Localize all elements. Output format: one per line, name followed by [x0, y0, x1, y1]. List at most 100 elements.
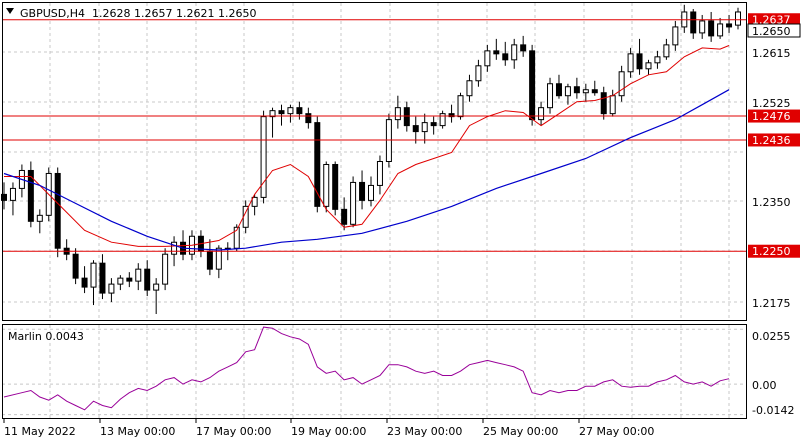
candle: [314, 116, 321, 213]
candle: [376, 155, 383, 195]
candle: [717, 17, 724, 39]
candle-body: [126, 277, 133, 282]
indicator-pane-grid: [2, 325, 746, 418]
candle-body: [332, 163, 339, 210]
candle: [600, 86, 607, 120]
candle-body: [627, 53, 634, 73]
candle-body: [251, 196, 258, 207]
candle: [636, 38, 643, 75]
candle: [735, 7, 741, 30]
price-tick: 1.2615: [752, 47, 791, 60]
candle: [233, 224, 240, 252]
candle: [117, 275, 124, 291]
candle: [475, 59, 482, 87]
candle: [126, 272, 133, 288]
candle: [251, 194, 258, 216]
candle: [448, 104, 455, 123]
marlin-oscillator-line: [3, 326, 730, 411]
candle-body: [412, 125, 419, 133]
candle-body: [484, 50, 491, 67]
candle: [36, 209, 43, 234]
candle: [430, 116, 437, 135]
candle-body: [573, 86, 580, 94]
candle: [439, 110, 446, 129]
time-label: 19 May 00:00: [291, 425, 366, 438]
time-axis[interactable]: 11 May 2022 13 May 00:00 17 May 00:00 19 Ma…: [3, 419, 654, 438]
time-label: 17 May 00:00: [196, 425, 271, 438]
candle-body: [350, 181, 357, 225]
candle-body: [305, 113, 312, 124]
candle: [645, 59, 652, 75]
candle-body: [735, 11, 741, 26]
candle: [90, 260, 97, 306]
candle: [421, 113, 428, 144]
candle: [591, 80, 598, 96]
candle: [403, 101, 410, 132]
candle-body: [359, 181, 366, 201]
triangle-down-icon[interactable]: [6, 8, 14, 14]
candle: [555, 74, 562, 99]
candle-body: [27, 169, 34, 222]
candle-body: [645, 62, 652, 70]
candle-body: [296, 107, 303, 115]
candle: [538, 101, 545, 126]
price-tick: 1.2175: [752, 297, 791, 310]
horizontal-levels[interactable]: [2, 19, 746, 252]
candle: [466, 74, 473, 102]
candle: [708, 11, 715, 42]
level-price-label: 1.2250: [752, 245, 791, 258]
candle-body: [206, 250, 213, 270]
candle-body: [99, 262, 106, 294]
candle-body: [36, 214, 43, 222]
candle-body: [171, 241, 178, 255]
candle: [493, 38, 500, 60]
candle: [9, 182, 16, 216]
candle-body: [591, 89, 598, 94]
level-price-tag: 1.2637: [748, 13, 800, 27]
price-tick: 1.2525: [752, 97, 791, 110]
candle: [529, 44, 536, 126]
candle: [108, 278, 115, 303]
time-label: 27 May 00:00: [579, 425, 654, 438]
candle-body: [457, 95, 464, 118]
candle: [296, 101, 303, 120]
candle-body: [717, 23, 724, 37]
candle-body: [520, 44, 527, 52]
candle-body: [609, 95, 616, 115]
candle: [350, 176, 357, 228]
candle-body: [564, 86, 571, 97]
candle-body: [475, 65, 482, 82]
indicator-tick: 0.00: [752, 379, 777, 392]
candle: [287, 104, 294, 123]
candle: [672, 20, 679, 51]
candle-body: [215, 247, 222, 270]
candle-body: [726, 23, 733, 28]
candle: [511, 38, 518, 69]
candle: [663, 38, 670, 60]
candle-body: [663, 44, 670, 58]
candle: [368, 176, 374, 207]
candle: [385, 113, 392, 168]
candle: [359, 170, 366, 210]
candle: [332, 161, 339, 216]
candle-body: [108, 283, 115, 294]
time-label: 13 May 00:00: [100, 425, 175, 438]
candle: [618, 65, 625, 102]
candle: [699, 14, 706, 39]
level-price-tag: 1.2436: [748, 133, 800, 147]
candle: [269, 107, 276, 138]
candle: [573, 77, 580, 99]
level-price-label: 1.2476: [752, 110, 791, 123]
candle-body: [439, 113, 446, 127]
candle: [502, 41, 509, 66]
candle-body: [699, 20, 706, 34]
symbol-label: GBPUSD,H4: [20, 7, 85, 20]
time-label: 25 May 00:00: [483, 425, 558, 438]
candle-body: [90, 262, 97, 288]
candle-body: [385, 119, 392, 162]
candle-body: [376, 161, 383, 186]
candle-body: [421, 122, 428, 133]
candle: [135, 263, 142, 291]
